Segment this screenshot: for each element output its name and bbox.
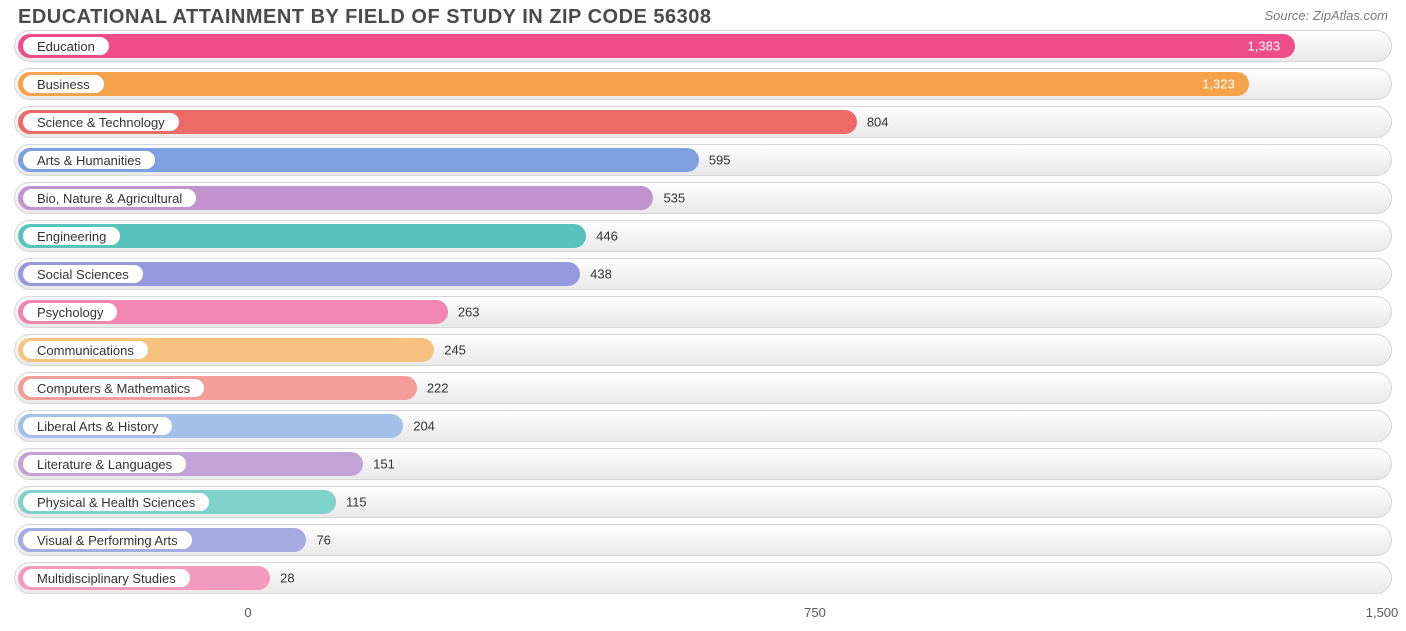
bar-row: Physical & Health Sciences 115	[14, 486, 1392, 518]
bar-value-label: 263	[458, 305, 480, 320]
chart-header: EDUCATIONAL ATTAINMENT BY FIELD OF STUDY…	[0, 0, 1406, 29]
category-pill: Psychology	[22, 302, 118, 322]
category-pill: Engineering	[22, 226, 121, 246]
bar-row: Bio, Nature & Agricultural 535	[14, 182, 1392, 214]
bar-row: Literature & Languages 151	[14, 448, 1392, 480]
bar-row: Science & Technology 804	[14, 106, 1392, 138]
bar-value-label: 245	[444, 343, 466, 358]
bar-value-label: 446	[596, 229, 618, 244]
category-pill: Computers & Mathematics	[22, 378, 205, 398]
category-pill: Visual & Performing Arts	[22, 530, 193, 550]
bar-value-label: 76	[316, 533, 330, 548]
axis-tick: 750	[804, 605, 826, 620]
bar-row: Computers & Mathematics 222	[14, 372, 1392, 404]
chart-area: Education 1,383 Business 1,323 Science & Tec…	[14, 30, 1392, 603]
bar-row: Engineering 446	[14, 220, 1392, 252]
bar-row: Arts & Humanities 595	[14, 144, 1392, 176]
bar-row: Psychology 263	[14, 296, 1392, 328]
category-pill: Multidisciplinary Studies	[22, 568, 191, 588]
category-pill: Liberal Arts & History	[22, 416, 173, 436]
category-pill: Physical & Health Sciences	[22, 492, 210, 512]
bar-row: Liberal Arts & History 204	[14, 410, 1392, 442]
bar-value-label: 595	[709, 153, 731, 168]
bar-row: Communications 245	[14, 334, 1392, 366]
x-axis: 07501,500	[14, 605, 1392, 625]
category-pill: Education	[22, 36, 110, 56]
bar-fill	[18, 72, 1249, 96]
category-pill: Social Sciences	[22, 264, 144, 284]
bar-value-label: 28	[280, 571, 294, 586]
bar-row: Business 1,323	[14, 68, 1392, 100]
category-pill: Bio, Nature & Agricultural	[22, 188, 197, 208]
bar-fill	[18, 34, 1295, 58]
category-pill: Arts & Humanities	[22, 150, 156, 170]
category-pill: Business	[22, 74, 105, 94]
bar-value-label: 535	[663, 191, 685, 206]
bar-row: Education 1,383	[14, 30, 1392, 62]
bar-value-label: 222	[427, 381, 449, 396]
bar-row: Visual & Performing Arts 76	[14, 524, 1392, 556]
bar-row: Social Sciences 438	[14, 258, 1392, 290]
bar-value-label: 1,383	[1248, 39, 1281, 54]
category-pill: Literature & Languages	[22, 454, 187, 474]
bar-value-label: 204	[413, 419, 435, 434]
axis-tick: 0	[244, 605, 251, 620]
bar-value-label: 438	[590, 267, 612, 282]
bar-value-label: 1,323	[1202, 77, 1235, 92]
bar-value-label: 115	[346, 495, 367, 510]
chart-title: EDUCATIONAL ATTAINMENT BY FIELD OF STUDY…	[18, 6, 712, 29]
chart-source: Source: ZipAtlas.com	[1264, 6, 1388, 23]
bar-value-label: 151	[373, 457, 395, 472]
bar-value-label: 804	[867, 115, 889, 130]
bar-row: Multidisciplinary Studies 28	[14, 562, 1392, 594]
category-pill: Science & Technology	[22, 112, 180, 132]
axis-tick: 1,500	[1366, 605, 1399, 620]
category-pill: Communications	[22, 340, 149, 360]
